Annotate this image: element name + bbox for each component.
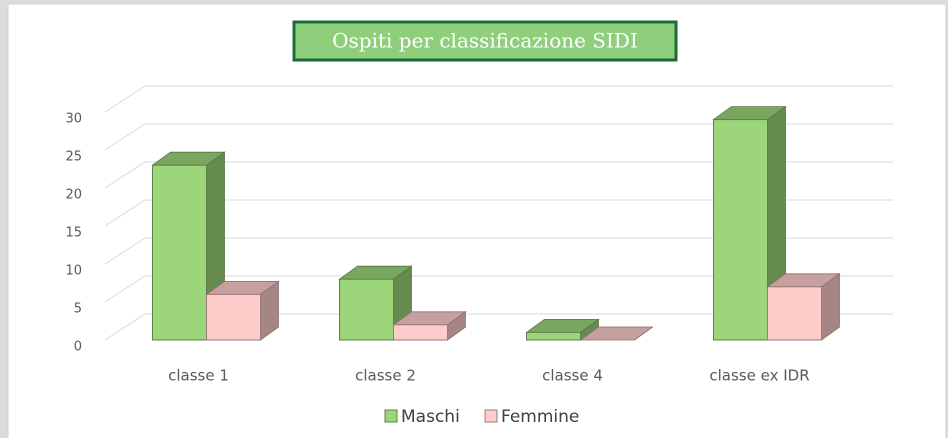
bar-front <box>153 165 207 340</box>
legend-label: Femmine <box>501 407 579 427</box>
x-tick-label: classe 2 <box>355 367 416 385</box>
bar-front <box>394 325 448 340</box>
y-tick-label: 0 <box>74 340 82 355</box>
bar-front <box>714 120 768 340</box>
y-tick-label: 15 <box>65 226 82 241</box>
y-tick-label: 20 <box>65 188 82 203</box>
legend-label: Maschi <box>401 407 460 427</box>
bar <box>207 281 279 340</box>
y-tick-label: 10 <box>65 264 82 279</box>
x-tick-label: classe ex IDR <box>709 367 809 385</box>
x-tick-label: classe 1 <box>168 367 229 385</box>
y-tick-label: 30 <box>65 112 82 127</box>
chart-title: Ospiti per classificazione SIDI <box>332 29 638 53</box>
bar <box>768 274 840 340</box>
bar-front <box>527 332 581 340</box>
bar-front <box>207 294 261 340</box>
y-tick-label: 25 <box>65 150 82 165</box>
bar-front <box>340 279 394 340</box>
chart: Ospiti per classificazione SIDI 0 5 10 15 20… <box>0 0 948 438</box>
bar-front <box>768 287 822 340</box>
x-tick-label: classe 4 <box>542 367 603 385</box>
y-tick-label: 5 <box>74 302 82 317</box>
legend-swatch <box>485 410 497 422</box>
legend-swatch <box>385 410 397 422</box>
